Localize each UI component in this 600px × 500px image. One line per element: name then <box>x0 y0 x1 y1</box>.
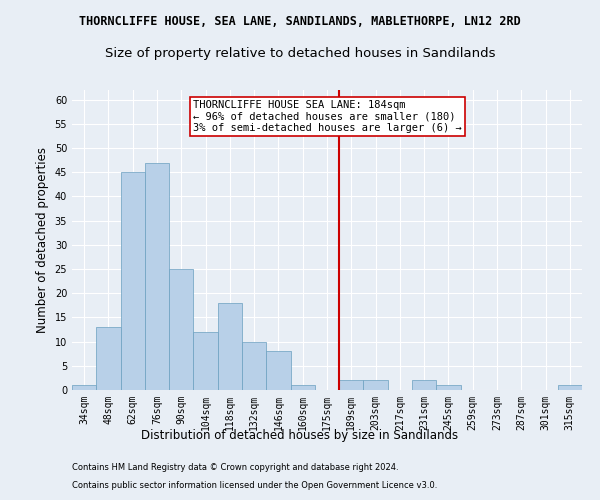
Bar <box>121 172 145 390</box>
Bar <box>72 385 96 390</box>
Bar <box>436 385 461 390</box>
Bar <box>266 352 290 390</box>
Bar <box>193 332 218 390</box>
Bar <box>290 385 315 390</box>
Y-axis label: Number of detached properties: Number of detached properties <box>36 147 49 333</box>
Text: Distribution of detached houses by size in Sandilands: Distribution of detached houses by size … <box>142 428 458 442</box>
Bar <box>169 269 193 390</box>
Bar <box>96 327 121 390</box>
Text: THORNCLIFFE HOUSE, SEA LANE, SANDILANDS, MABLETHORPE, LN12 2RD: THORNCLIFFE HOUSE, SEA LANE, SANDILANDS,… <box>79 15 521 28</box>
Bar <box>218 303 242 390</box>
Text: Contains public sector information licensed under the Open Government Licence v3: Contains public sector information licen… <box>72 481 437 490</box>
Bar <box>339 380 364 390</box>
Bar <box>145 162 169 390</box>
Text: Contains HM Land Registry data © Crown copyright and database right 2024.: Contains HM Land Registry data © Crown c… <box>72 464 398 472</box>
Bar <box>242 342 266 390</box>
Bar <box>364 380 388 390</box>
Bar <box>558 385 582 390</box>
Bar <box>412 380 436 390</box>
Text: Size of property relative to detached houses in Sandilands: Size of property relative to detached ho… <box>105 48 495 60</box>
Text: THORNCLIFFE HOUSE SEA LANE: 184sqm
← 96% of detached houses are smaller (180)
3%: THORNCLIFFE HOUSE SEA LANE: 184sqm ← 96%… <box>193 100 462 133</box>
